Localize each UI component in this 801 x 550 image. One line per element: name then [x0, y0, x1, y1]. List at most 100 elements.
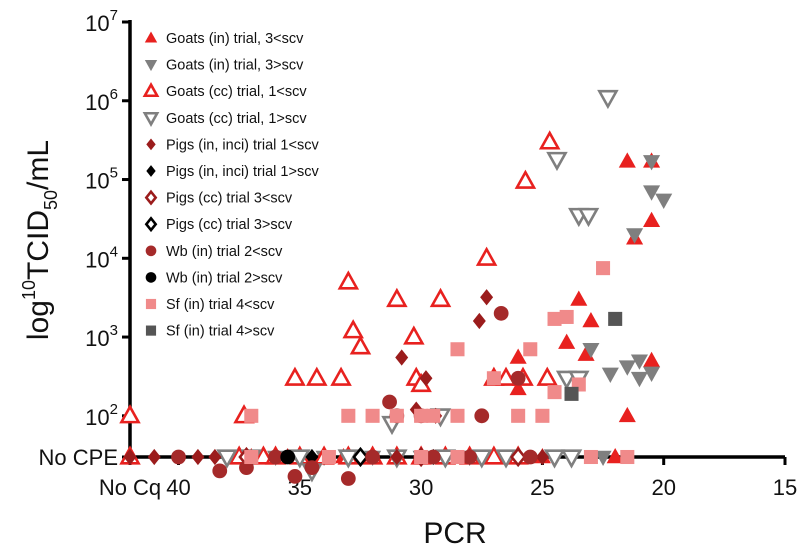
legend-marker — [145, 325, 157, 336]
x-tick-label: 20 — [651, 475, 675, 500]
legend-marker — [142, 111, 160, 127]
data-point — [244, 449, 259, 465]
x-tick-label: 25 — [530, 475, 554, 500]
legend-label: Wb (in) trial 2<scv — [166, 244, 283, 260]
y-tick-exponent: 6 — [110, 86, 118, 103]
data-point — [340, 471, 356, 486]
data-point — [191, 448, 205, 466]
data-point — [582, 342, 600, 359]
data-point — [558, 333, 576, 349]
data-point — [216, 449, 238, 469]
data-point — [510, 446, 527, 468]
y-title-sup: 10 — [19, 280, 39, 300]
data-point — [495, 366, 517, 386]
y-tick-exponent: 5 — [110, 165, 118, 182]
data-point — [486, 371, 501, 386]
data-point — [559, 309, 574, 324]
y-tick-base: 10 — [85, 169, 109, 194]
legend-label: Pigs (cc) trial 3>scv — [166, 217, 293, 233]
data-point — [119, 404, 141, 424]
data-point — [304, 460, 320, 475]
data-point — [434, 449, 457, 469]
legend-marker — [146, 165, 156, 177]
data-point — [244, 408, 259, 423]
data-point — [597, 89, 619, 110]
data-point — [493, 305, 509, 321]
data-point — [643, 185, 661, 201]
y-tick-base: 10 — [85, 11, 109, 36]
data-point — [655, 193, 673, 209]
data-point — [582, 311, 600, 328]
data-point — [596, 261, 611, 276]
y-title-mid: TCID — [22, 210, 55, 280]
legend-label: Goats (cc) trial, 1<scv — [166, 84, 307, 100]
data-point — [510, 370, 526, 386]
y-tick-exponent: 7 — [110, 7, 118, 24]
data-point — [511, 408, 526, 423]
legend-marker — [144, 189, 158, 206]
data-point — [475, 246, 498, 266]
data-point — [577, 207, 600, 228]
y-title-post: /mL — [22, 140, 55, 190]
data-point — [514, 169, 537, 189]
legend-label: Pigs (in, inci) trial 1<scv — [166, 137, 319, 153]
legend-label: Goats (cc) trial, 1>scv — [166, 111, 307, 127]
y-tick-label-no-cpe: No CPE — [39, 445, 118, 470]
legend-label: Sf (in) trial 4<scv — [166, 297, 275, 313]
data-point — [470, 449, 493, 469]
data-point — [462, 449, 478, 465]
y-tick-label: 105 — [85, 165, 118, 194]
data-point — [382, 394, 397, 410]
x-tick-label-no-cq: No Cq — [99, 475, 161, 500]
data-point — [341, 408, 356, 423]
data-point — [349, 335, 372, 355]
y-tick-label: 106 — [85, 86, 118, 115]
legend-label: Pigs (in, inci) trial 1>scv — [166, 164, 319, 180]
legend-marker — [144, 216, 158, 233]
data-point — [287, 469, 303, 484]
data-point — [289, 449, 311, 469]
y-tick-base: 10 — [85, 326, 109, 351]
data-point — [643, 366, 661, 382]
data-point — [509, 348, 527, 364]
legend-label: Sf (in) trial 4>scv — [166, 324, 275, 340]
legend-label: Goats (in) trial, 3>scv — [166, 58, 304, 74]
y-tick-base: 10 — [85, 247, 109, 272]
data-point — [547, 385, 562, 400]
data-point — [429, 287, 452, 308]
data-point — [594, 450, 612, 466]
data-point — [570, 290, 588, 306]
legend-label: Wb (in) trial 2>scv — [166, 270, 283, 286]
data-point — [606, 448, 624, 464]
data-point — [523, 342, 538, 357]
y-tick-exponent: 3 — [110, 322, 118, 339]
data-point — [419, 370, 433, 387]
data-point — [472, 312, 486, 330]
data-point — [365, 408, 380, 423]
data-point — [495, 449, 517, 469]
x-tick-label: 15 — [773, 475, 797, 500]
data-point — [626, 228, 644, 244]
data-point — [620, 449, 635, 465]
y-tick-exponent: 4 — [110, 243, 118, 260]
legend-marker — [146, 138, 156, 151]
data-point — [450, 408, 465, 423]
data-point — [618, 406, 636, 423]
data-point — [560, 449, 583, 469]
data-point — [330, 366, 352, 386]
data-point — [414, 408, 429, 423]
legend-label: Pigs (cc) trial 3<scv — [166, 191, 293, 207]
data-point — [212, 463, 228, 479]
data-point — [414, 449, 429, 465]
data-point — [538, 130, 561, 150]
data-point — [583, 449, 598, 465]
x-tick-label: 30 — [409, 475, 433, 500]
x-axis-title: PCR — [423, 517, 486, 550]
data-point — [601, 367, 619, 383]
data-point — [337, 270, 360, 290]
data-point — [643, 211, 661, 228]
data-point — [390, 448, 404, 466]
